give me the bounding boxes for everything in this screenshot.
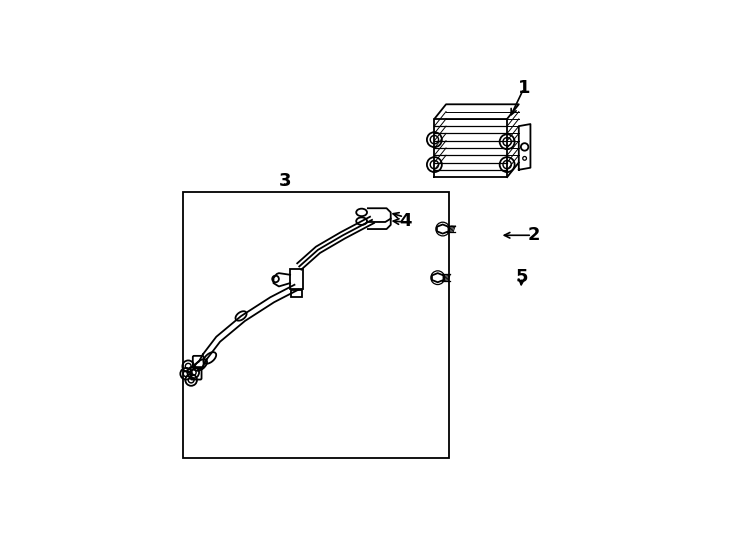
Text: 2: 2 (528, 226, 540, 244)
Text: 1: 1 (517, 79, 530, 97)
Text: 5: 5 (515, 268, 528, 286)
Bar (291, 290, 302, 297)
Text: 4: 4 (399, 212, 412, 230)
Text: 3: 3 (278, 172, 291, 190)
Bar (183, 192, 449, 458)
Bar (290, 269, 302, 289)
